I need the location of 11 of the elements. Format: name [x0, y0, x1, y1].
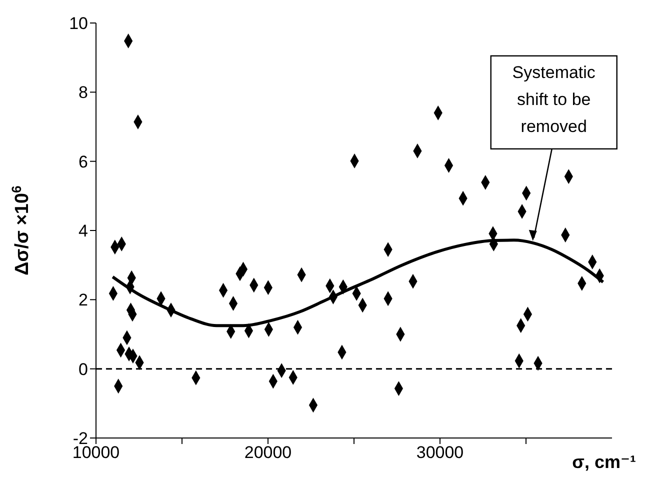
y-tick-label: 8: [78, 83, 88, 102]
y-tick-label: 10: [69, 14, 88, 34]
y-tick-label: 4: [78, 222, 88, 241]
x-tick-label: 30000: [416, 443, 464, 462]
x-tick-label: 10000: [72, 443, 120, 462]
y-tick-label: 2: [78, 290, 88, 310]
y-tick-label: 0: [78, 360, 88, 379]
x-axis-title: σ, cm⁻¹: [572, 452, 636, 472]
x-tick-label: 20000: [244, 443, 292, 462]
annotation: Systematic shift to be removed: [512, 62, 596, 136]
y-tick-label: 6: [78, 152, 88, 172]
